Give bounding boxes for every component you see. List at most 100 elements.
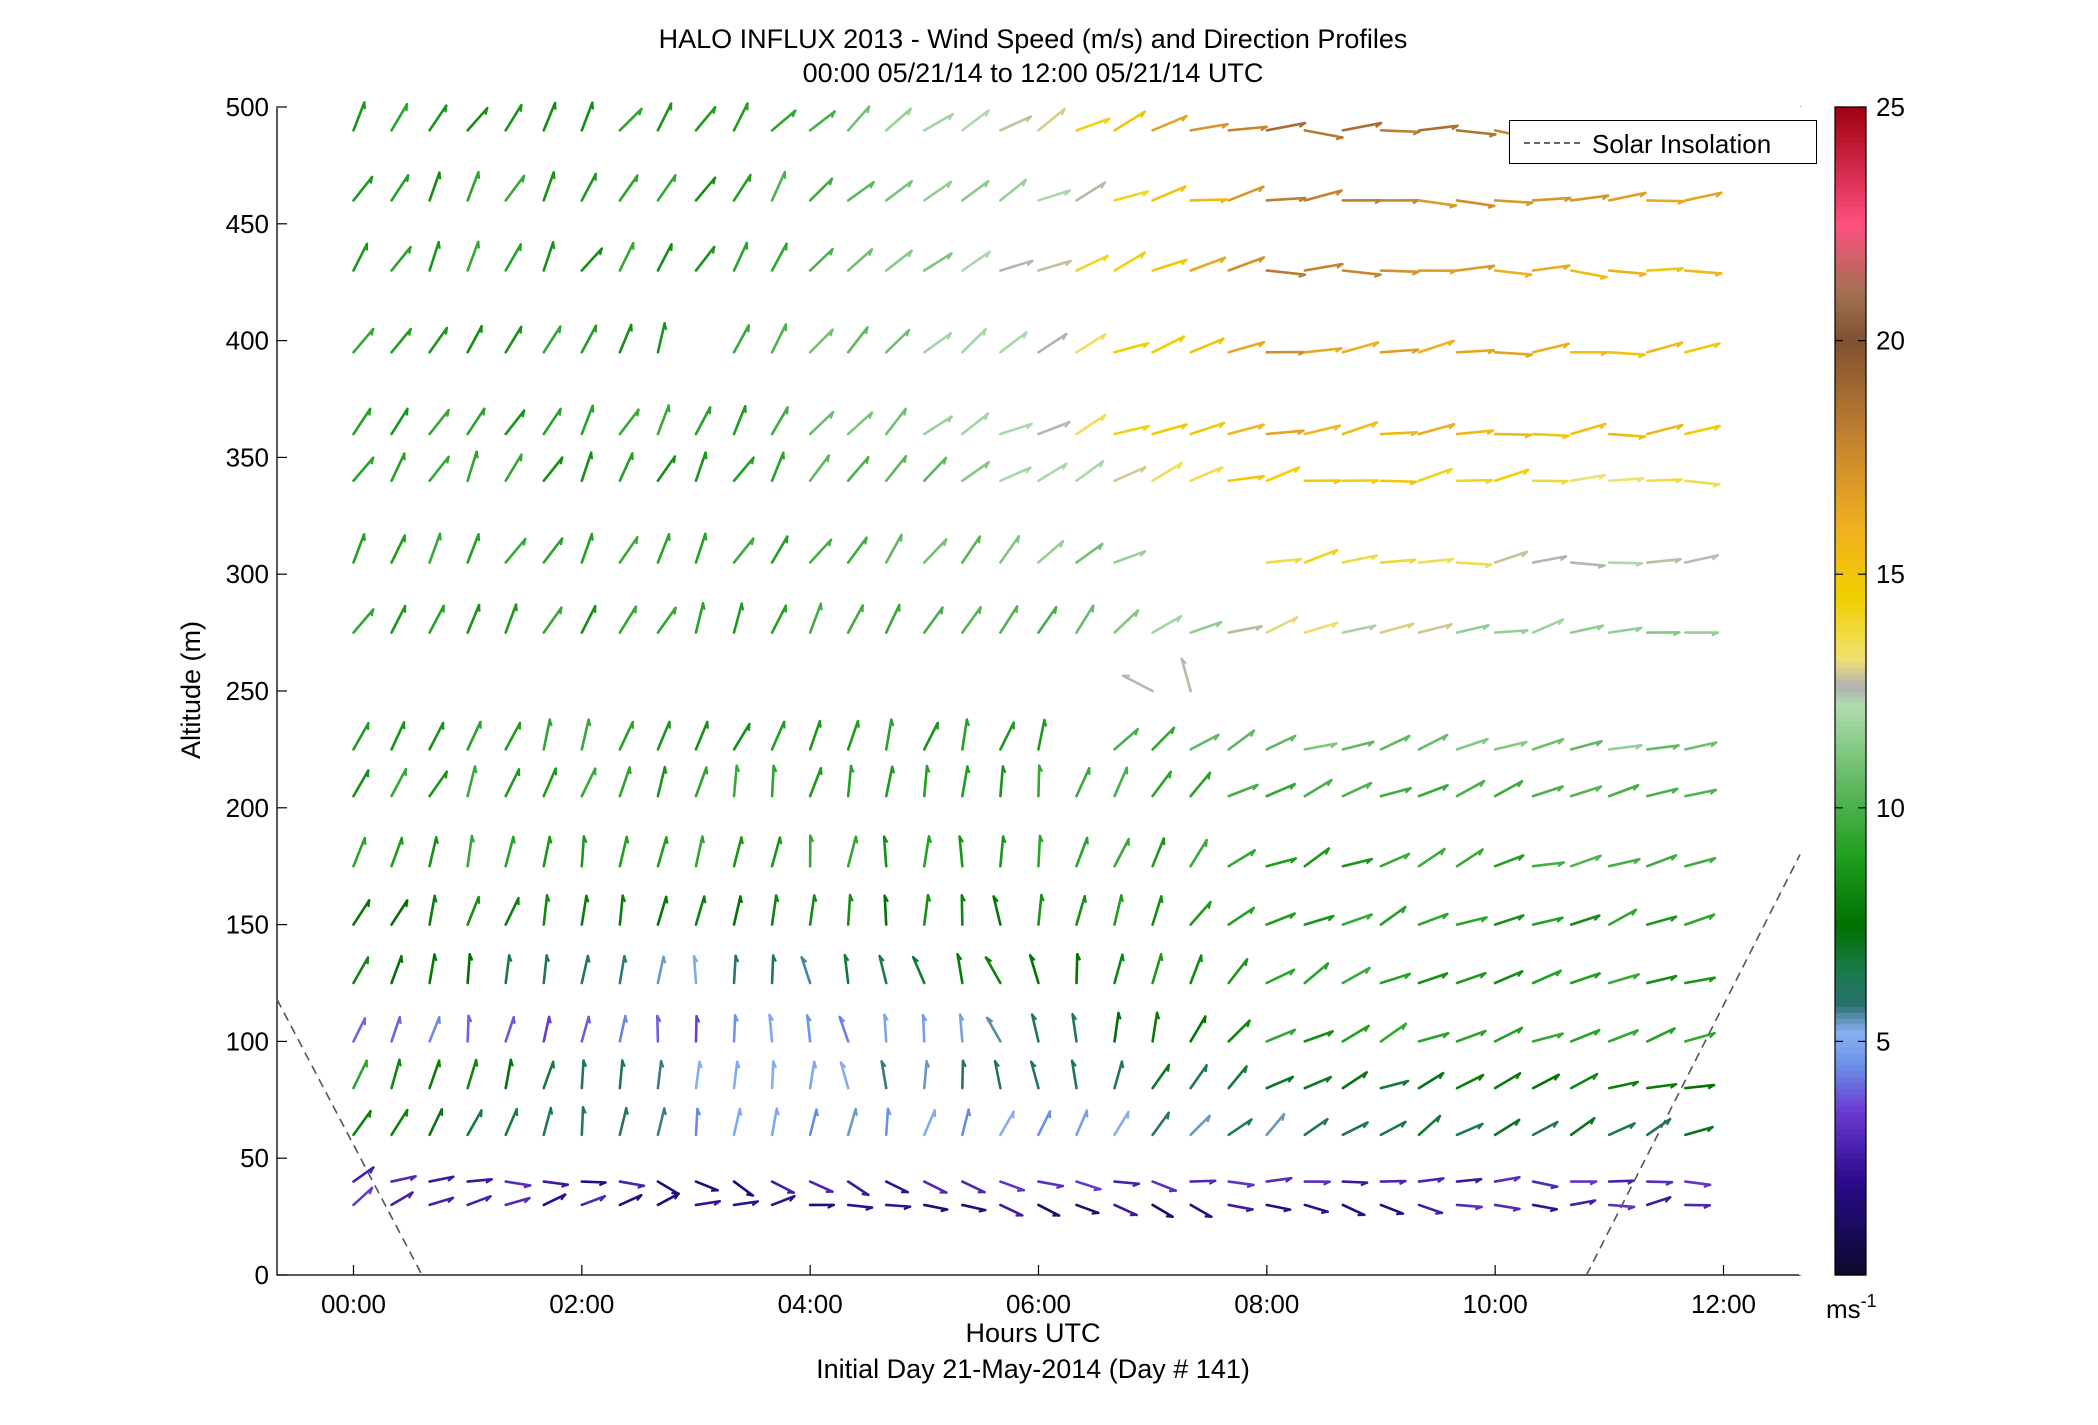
wind-arrow — [884, 718, 895, 751]
wind-arrow — [1531, 264, 1571, 272]
wind-arrow — [1075, 413, 1107, 436]
wind-arrow — [1227, 340, 1266, 354]
wind-arrow — [1607, 477, 1645, 483]
colorbar-segment — [1835, 837, 1866, 844]
colorbar-tick-label: 25 — [1876, 92, 1905, 122]
x-tick-label: 00:00 — [321, 1289, 386, 1319]
colorbar-segment — [1835, 217, 1866, 225]
colorbar-segment — [1835, 1158, 1866, 1165]
wind-arrow — [884, 765, 896, 798]
wind-arrow — [1379, 348, 1420, 354]
wind-arrow — [466, 450, 479, 483]
wind-arrow — [580, 172, 598, 202]
colorbar-segment — [1835, 229, 1866, 237]
colorbar-segment — [1835, 107, 1866, 114]
wind-arrow — [1071, 1012, 1078, 1043]
wind-arrow — [1684, 1083, 1716, 1090]
colorbar-segment — [1835, 761, 1866, 768]
wind-arrow — [618, 174, 639, 202]
wind-arrow — [1265, 1112, 1286, 1137]
wind-arrow — [846, 1180, 870, 1197]
legend: Solar Insolation — [1509, 120, 1817, 164]
wind-arrow — [1227, 185, 1265, 202]
colorbar-segment — [1835, 930, 1866, 937]
wind-arrow — [1455, 348, 1496, 355]
colorbar-segment — [1835, 702, 1866, 710]
wind-arrow — [1151, 185, 1187, 202]
chart-subtitle: 00:00 05/21/14 to 12:00 05/21/14 UTC — [803, 58, 1264, 88]
wind-arrow — [542, 1015, 552, 1043]
wind-arrow — [1037, 764, 1044, 798]
wind-arrow — [808, 247, 834, 272]
colorbar-segment — [1835, 276, 1866, 283]
colorbar-segment — [1835, 369, 1866, 377]
colorbar-segment — [1835, 1228, 1866, 1235]
wind-arrow — [1379, 1203, 1405, 1216]
wind-arrow — [1189, 771, 1212, 798]
wind-arrow — [428, 953, 438, 985]
wind-arrow — [884, 454, 908, 483]
wind-arrow — [808, 410, 835, 436]
wind-arrow — [922, 331, 953, 354]
wind-arrow — [1645, 744, 1680, 751]
colorbar-segment — [1835, 142, 1866, 149]
wind-arrow — [1303, 847, 1331, 868]
wind-arrow — [352, 101, 367, 132]
colorbar-segment — [1835, 661, 1866, 669]
wind-arrow — [1265, 912, 1296, 926]
wind-arrow — [1189, 900, 1212, 926]
wind-arrow — [1493, 1118, 1521, 1137]
colorbar-segment — [1835, 860, 1866, 867]
wind-arrow — [1417, 733, 1449, 751]
wind-arrow — [390, 954, 404, 985]
wind-arrow — [694, 766, 709, 798]
colorbar-segment — [1835, 918, 1866, 926]
colorbar-segment — [1835, 790, 1866, 797]
x-axis-label-day: Initial Day 21-May-2014 (Day # 141) — [816, 1354, 1250, 1384]
wind-arrow — [846, 180, 875, 202]
wind-arrow — [1341, 857, 1374, 868]
wind-arrow — [808, 328, 834, 354]
wind-arrow — [352, 1166, 375, 1183]
wind-arrow — [1417, 339, 1455, 354]
colorbar-segment — [1835, 848, 1866, 856]
colorbar-segment — [1835, 112, 1866, 120]
wind-arrow — [1607, 783, 1640, 798]
wind-arrow — [1227, 125, 1268, 132]
wind-arrow — [732, 895, 744, 926]
colorbar-segment — [1835, 1047, 1866, 1054]
wind-arrow — [1455, 1029, 1487, 1043]
wind-arrow — [656, 533, 671, 564]
wind-arrow — [428, 1196, 455, 1207]
colorbar-segment — [1835, 632, 1866, 640]
wind-arrow — [466, 533, 481, 564]
wind-arrow — [542, 325, 562, 354]
wind-arrow — [1455, 429, 1495, 436]
wind-arrow — [618, 1014, 629, 1043]
wind-arrow — [1455, 1203, 1483, 1211]
wind-arrow — [352, 242, 369, 272]
wind-arrow — [466, 1109, 483, 1137]
wind-arrow — [922, 835, 933, 868]
colorbar-segment — [1835, 1269, 1866, 1276]
wind-arrow — [656, 1180, 680, 1195]
wind-arrow — [960, 893, 966, 926]
wind-arrow — [1569, 1072, 1599, 1090]
wind-arrow — [694, 1060, 703, 1090]
colorbar-segment — [1835, 247, 1866, 254]
colorbar-segment — [1835, 953, 1866, 961]
wind-arrow — [732, 602, 745, 634]
colorbar-segment — [1835, 264, 1866, 272]
wind-arrow — [1189, 838, 1208, 868]
wind-arrow — [770, 1180, 796, 1194]
wind-arrow — [1684, 479, 1721, 488]
colorbar-segment — [1835, 1164, 1866, 1171]
wind-arrow — [1684, 269, 1723, 277]
wind-arrow — [732, 102, 749, 132]
colorbar-tick-label: 10 — [1876, 793, 1905, 823]
wind-arrow — [542, 718, 553, 751]
wind-arrow — [1531, 479, 1569, 486]
wind-arrow — [1227, 1065, 1248, 1090]
colorbar-segment — [1835, 714, 1866, 721]
